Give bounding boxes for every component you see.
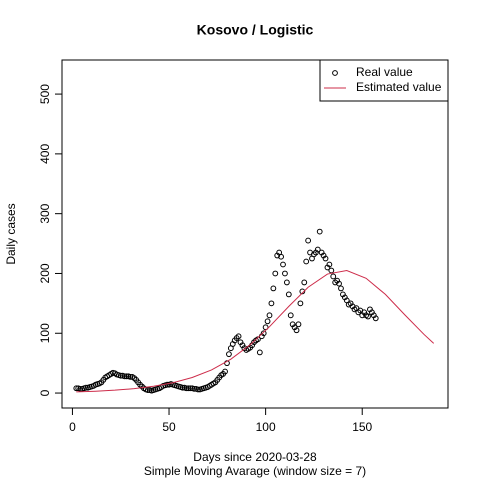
legend-symbol [332,70,338,76]
subtitle: Simple Moving Avarage (window size = 7) [144,464,366,478]
data-point [299,288,306,295]
chart-title: Kosovo / Logistic [197,22,314,38]
legend-box [319,59,449,102]
y-tick-label: 400 [38,144,52,164]
y-tick-label: 100 [38,323,52,343]
y-tick-label: 500 [38,84,52,104]
data-point [264,318,271,325]
data-point [293,327,300,334]
data-point [185,385,192,392]
data-point [280,261,286,268]
data-point [326,261,333,268]
data-point [117,372,124,379]
data-point [282,270,288,277]
data-point [256,349,263,356]
data-point [222,368,228,375]
data-point [278,253,284,260]
data-point [305,237,312,244]
data-point [297,300,304,307]
data-point [270,285,277,292]
data-point [123,373,130,380]
data-point [187,385,194,392]
data-point [260,330,267,337]
x-axis-label: Days since 2020-03-28 [193,450,317,464]
data-point [266,312,273,319]
data-point [127,374,134,380]
x-tick-label: 150 [352,420,372,434]
data-point [144,387,151,393]
x-tick-label: 0 [69,420,76,434]
data-point [314,246,321,253]
legend-label: Real value [356,65,413,79]
y-tick-label: 0 [38,389,52,396]
data-point [372,315,379,322]
data-point [121,373,128,380]
legend-label: Estimated value [356,80,442,94]
data-point [268,300,275,307]
data-point [287,312,294,319]
data-point [195,386,201,393]
data-point [301,279,308,286]
data-point [365,313,371,320]
data-point [316,228,323,235]
data-point [183,385,190,392]
x-tick-label: 100 [256,420,276,434]
data-point [322,255,329,262]
y-axis-label: Daily cases [4,203,18,264]
data-point [179,384,186,391]
data-point [226,351,232,358]
data-point [336,280,342,287]
data-point [303,258,310,265]
x-tick-label: 50 [162,420,176,434]
data-point [338,285,344,292]
data-point [235,333,242,340]
estimated-line [76,269,435,393]
data-point [191,385,198,392]
data-point [285,291,292,298]
y-tick-label: 200 [38,263,52,283]
data-point [83,384,89,391]
data-point [295,321,302,328]
data-point [283,279,290,286]
data-point [73,385,80,392]
data-point [272,270,279,277]
y-tick-label: 300 [38,203,52,223]
data-point [330,273,337,280]
